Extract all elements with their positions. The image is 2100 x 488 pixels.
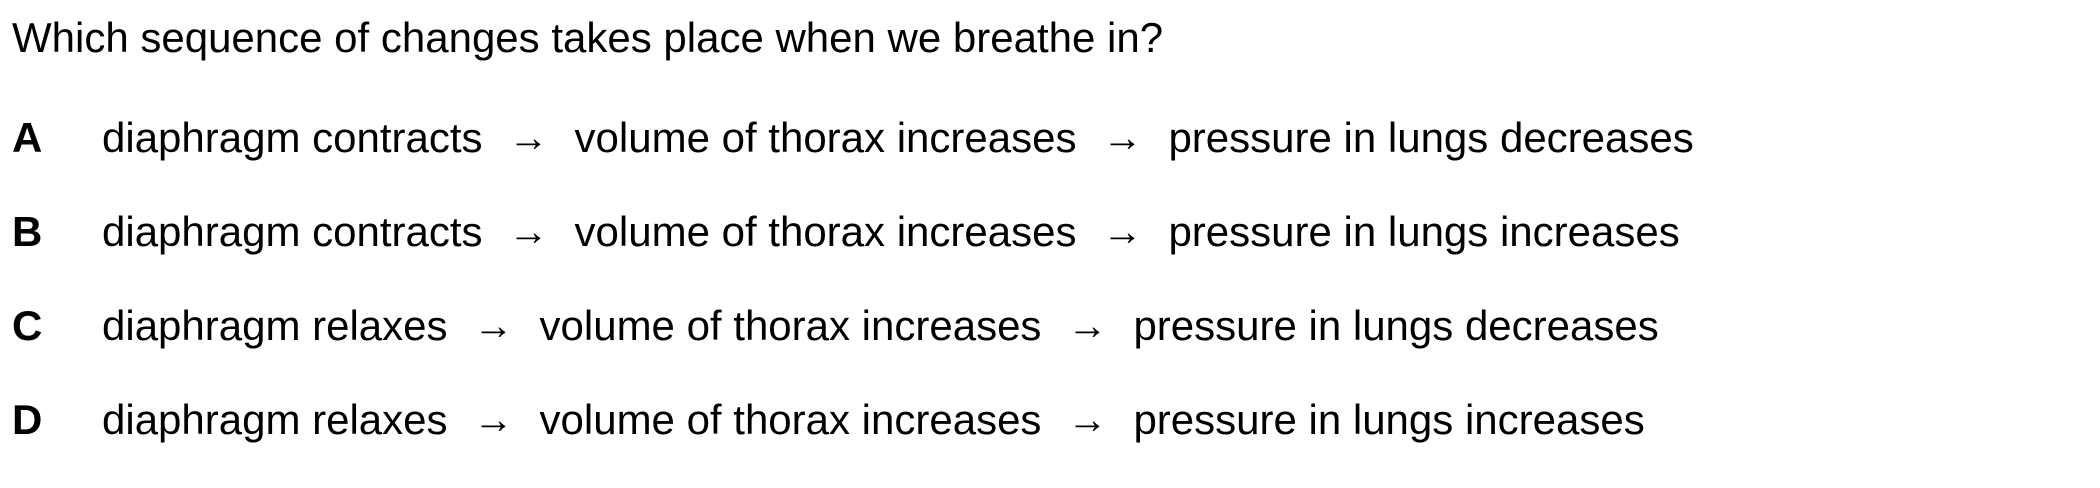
option-d: D diaphragm relaxes → volume of thorax i… (12, 394, 1694, 488)
option-letter: C (12, 302, 43, 349)
answer-options: A diaphragm contracts → volume of thorax… (12, 112, 1694, 488)
option-c: C diaphragm relaxes → volume of thorax i… (12, 300, 1694, 394)
option-step-2: volume of thorax increases (574, 208, 1077, 255)
arrow-right-icon: → (1102, 210, 1143, 254)
option-step-2: volume of thorax increases (574, 114, 1077, 161)
option-step-2: volume of thorax increases (539, 396, 1042, 443)
arrow-right-icon: → (473, 398, 514, 442)
option-letter: A (12, 114, 43, 161)
option-step-3: pressure in lungs increases (1168, 208, 1680, 255)
arrow-right-icon: → (473, 304, 514, 348)
arrow-right-icon: → (508, 210, 549, 254)
option-step-1: diaphragm relaxes (102, 302, 448, 349)
option-letter: D (12, 396, 43, 443)
question-text: Which sequence of changes takes place wh… (12, 14, 1164, 61)
option-step-1: diaphragm contracts (102, 208, 483, 255)
option-step-2: volume of thorax increases (539, 302, 1042, 349)
option-letter: B (12, 208, 43, 255)
arrow-right-icon: → (1067, 398, 1108, 442)
option-a: A diaphragm contracts → volume of thorax… (12, 112, 1694, 206)
option-step-3: pressure in lungs decreases (1133, 302, 1659, 349)
arrow-right-icon: → (1102, 116, 1143, 160)
arrow-right-icon: → (508, 116, 549, 160)
option-b: B diaphragm contracts → volume of thorax… (12, 206, 1694, 300)
option-step-3: pressure in lungs increases (1133, 396, 1645, 443)
option-step-1: diaphragm relaxes (102, 396, 448, 443)
option-step-1: diaphragm contracts (102, 114, 483, 161)
arrow-right-icon: → (1067, 304, 1108, 348)
option-step-3: pressure in lungs decreases (1168, 114, 1694, 161)
